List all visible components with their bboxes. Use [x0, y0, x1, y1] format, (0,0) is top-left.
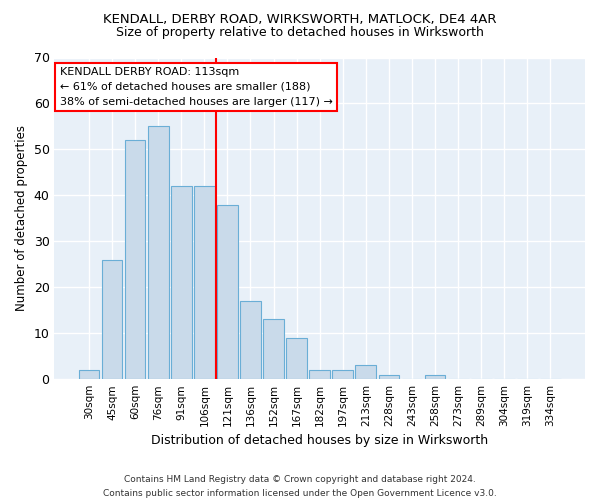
Bar — [79, 370, 100, 379]
Bar — [425, 374, 445, 379]
Text: Size of property relative to detached houses in Wirksworth: Size of property relative to detached ho… — [116, 26, 484, 39]
Bar — [217, 204, 238, 379]
Bar — [125, 140, 145, 379]
Bar — [286, 338, 307, 379]
Bar — [310, 370, 330, 379]
Text: KENDALL DERBY ROAD: 113sqm
← 61% of detached houses are smaller (188)
38% of sem: KENDALL DERBY ROAD: 113sqm ← 61% of deta… — [60, 67, 332, 107]
Bar — [240, 301, 261, 379]
Bar — [101, 260, 122, 379]
Bar — [171, 186, 191, 379]
Bar — [332, 370, 353, 379]
X-axis label: Distribution of detached houses by size in Wirksworth: Distribution of detached houses by size … — [151, 434, 488, 448]
Text: KENDALL, DERBY ROAD, WIRKSWORTH, MATLOCK, DE4 4AR: KENDALL, DERBY ROAD, WIRKSWORTH, MATLOCK… — [103, 12, 497, 26]
Bar — [194, 186, 215, 379]
Bar — [379, 374, 400, 379]
Bar — [148, 126, 169, 379]
Y-axis label: Number of detached properties: Number of detached properties — [15, 126, 28, 312]
Text: Contains HM Land Registry data © Crown copyright and database right 2024.
Contai: Contains HM Land Registry data © Crown c… — [103, 476, 497, 498]
Bar — [355, 366, 376, 379]
Bar — [263, 320, 284, 379]
